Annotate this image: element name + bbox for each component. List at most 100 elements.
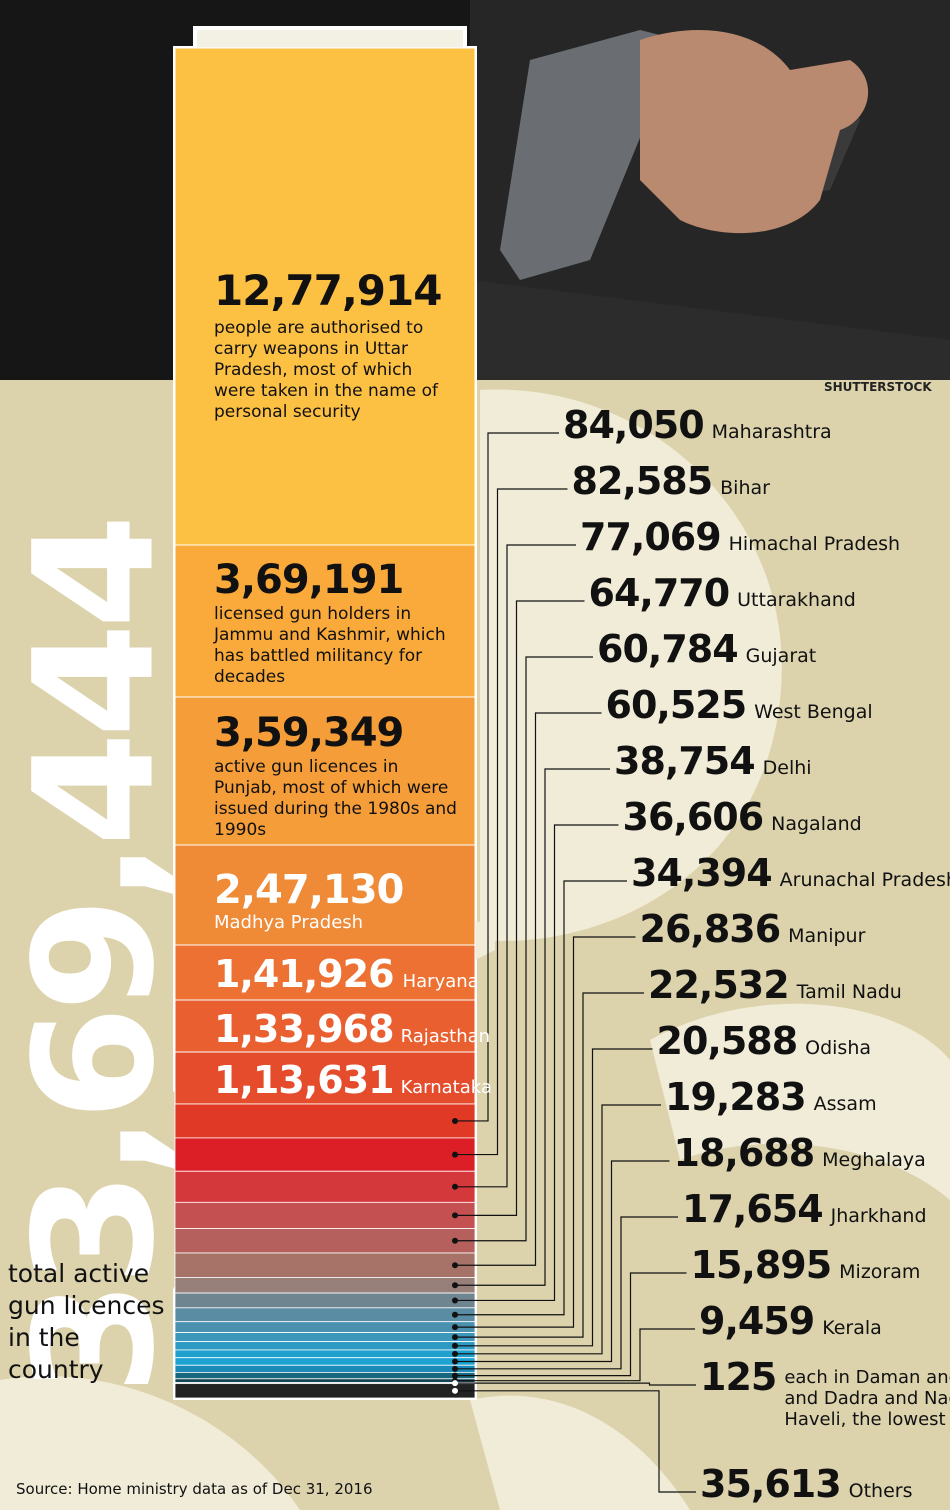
leader-line <box>455 1272 687 1377</box>
leader-line <box>455 544 576 1188</box>
state-row: 35,613 Others <box>700 1462 913 1506</box>
state-value: 26,836 <box>639 907 782 951</box>
state-label: Meghalaya <box>822 1149 926 1171</box>
state-value: 38,754 <box>614 739 756 783</box>
hand <box>640 30 869 234</box>
bar-segment-state-0 <box>174 1103 476 1139</box>
label: Rajasthan <box>400 1026 491 1047</box>
leader-line <box>455 1160 670 1363</box>
leader-line <box>455 656 593 1242</box>
bar-segment-state-13 <box>174 1357 476 1366</box>
leader-dot <box>452 1365 458 1372</box>
photo-credit: SHUTTERSTOCK <box>824 380 932 394</box>
state-value: 18,688 <box>673 1131 816 1175</box>
cream-swirl-right <box>650 1003 950 1200</box>
value: 2,47,130 <box>214 867 404 913</box>
bar-segment-state-4 <box>174 1228 476 1254</box>
state-label: Jharkhand <box>830 1205 927 1227</box>
leader-line <box>455 936 636 1328</box>
state-row: 64,770 Uttarakhand <box>589 571 856 615</box>
bar-segment-state-2 <box>174 1170 476 1203</box>
cream-swirl-bottom <box>0 1376 300 1510</box>
state-label: each in Daman and Diu and Dadra and Naga… <box>784 1367 950 1430</box>
featured-label-uttar-pradesh: 12,77,914 people are authorised to carry… <box>214 270 459 423</box>
state-row: 17,654 Jharkhand <box>682 1187 927 1231</box>
state-value: 17,654 <box>682 1187 824 1231</box>
state-label: Gujarat <box>745 645 817 667</box>
cream-swirl-large <box>480 389 782 941</box>
state-label: Mizoram <box>839 1261 921 1283</box>
state-value: 125 <box>700 1355 777 1399</box>
state-row: 82,585 Bihar <box>572 459 770 503</box>
value: 1,13,631 <box>214 1058 395 1102</box>
leader-dot <box>452 1151 458 1158</box>
bar-segment-state-6 <box>174 1277 476 1294</box>
description: licensed gun holders in Jammu and Kashmi… <box>214 604 446 687</box>
belt <box>470 280 950 380</box>
state-label: Delhi <box>762 757 812 779</box>
state-value: 35,613 <box>700 1462 842 1506</box>
state-value: 77,069 <box>580 515 722 559</box>
state-value: 9,459 <box>699 1299 815 1343</box>
bar-segment-state-10 <box>174 1332 476 1343</box>
total-licences-caption: total active gun licences in the country <box>8 1259 165 1384</box>
bar-segment-state-11 <box>174 1341 476 1351</box>
state-value: 34,394 <box>631 851 773 895</box>
label: Haryana <box>402 971 479 992</box>
bar-segment-featured-5 <box>174 999 476 1053</box>
bar-segment-featured-3 <box>174 844 476 946</box>
leader-line <box>455 1390 696 1493</box>
state-value: 15,895 <box>690 1243 833 1287</box>
bar-segment-state-16 <box>174 1378 476 1384</box>
state-value: 84,050 <box>563 403 705 447</box>
leader-line <box>455 1328 695 1382</box>
leader-line <box>455 824 619 1302</box>
label: Madhya Pradesh <box>214 912 364 933</box>
leader-dot <box>452 1334 458 1341</box>
value: 12,77,914 <box>214 266 442 315</box>
bar-segment-featured-4 <box>174 944 476 1001</box>
leader-dot <box>452 1380 458 1387</box>
state-label: Manipur <box>788 925 866 947</box>
state-value: 82,585 <box>571 459 714 503</box>
leader-dot <box>452 1387 458 1394</box>
state-label: Tamil Nadu <box>796 981 902 1003</box>
bar-segment-featured-0 <box>174 47 476 546</box>
state-label: Bihar <box>720 477 770 499</box>
leader-dot <box>452 1212 458 1219</box>
state-row: 84,050 Maharashtra <box>563 403 832 447</box>
state-row: 38,754 Delhi <box>614 739 812 783</box>
state-row: 22,532 Tamil Nadu <box>648 963 902 1007</box>
state-label: West Bengal <box>754 701 873 723</box>
state-row: 20,588 Odisha <box>657 1019 872 1063</box>
state-row: 36,606 Nagaland <box>623 795 862 839</box>
state-value: 60,525 <box>605 683 748 727</box>
bar-segment-state-9 <box>174 1321 476 1333</box>
state-row: 19,283 Assam <box>665 1075 877 1119</box>
state-value: 22,532 <box>648 963 790 1007</box>
value: 3,59,349 <box>214 710 404 756</box>
description: active gun licences in Punjab, most of w… <box>214 757 457 840</box>
state-label: Himachal Pradesh <box>728 533 901 555</box>
leader-dot <box>452 1342 458 1349</box>
state-value: 64,770 <box>588 571 731 615</box>
featured-label-rajasthan: 1,33,968 Rajasthan <box>214 1010 490 1048</box>
leader-line <box>455 992 644 1338</box>
state-row: 77,069 Himachal Pradesh <box>580 515 900 559</box>
state-label: Uttarakhand <box>737 589 856 611</box>
bar-segment-featured-2 <box>174 696 476 846</box>
magazine-notch <box>475 920 495 960</box>
bar-segment-state-7 <box>174 1292 476 1309</box>
state-row: 60,784 Gujarat <box>597 627 816 671</box>
state-row: 26,836 Manipur <box>640 907 866 951</box>
state-row: 9,459 Kerala <box>699 1299 882 1343</box>
leader-dot <box>452 1262 458 1269</box>
featured-label-punjab: 3,59,349 active gun licences in Punjab, … <box>214 713 464 841</box>
state-value: 20,588 <box>656 1019 799 1063</box>
leader-line <box>455 1382 696 1386</box>
value: 1,41,926 <box>214 952 395 996</box>
state-label: Arunachal Pradesh <box>779 869 950 891</box>
featured-label-jammu-kashmir: 3,69,191 licensed gun holders in Jammu a… <box>214 560 464 688</box>
